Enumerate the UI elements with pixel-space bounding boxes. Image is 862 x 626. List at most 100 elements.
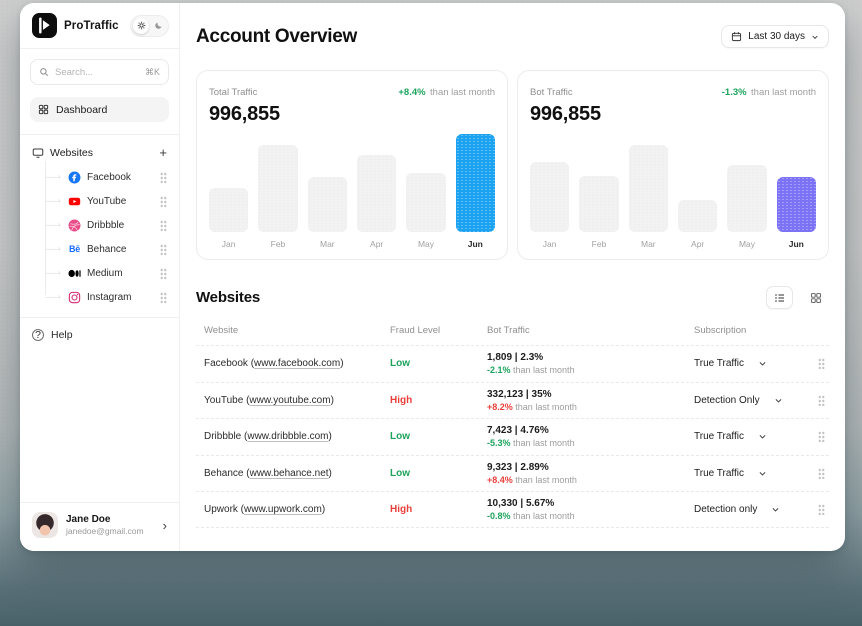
drag-handle-icon[interactable] xyxy=(818,394,825,406)
list-view-button[interactable] xyxy=(766,286,793,309)
drag-handle-icon[interactable] xyxy=(818,431,825,443)
website-link[interactable]: www.youtube.com xyxy=(249,394,331,406)
bot-traffic-card: Bot Traffic -1.3% than last month 996,85… xyxy=(517,70,829,260)
month-label-jan: Jan xyxy=(221,239,236,249)
light-mode-icon[interactable] xyxy=(133,17,149,34)
view-toggles xyxy=(766,286,829,309)
website-cell: Behance (www.behance.net) xyxy=(204,467,332,479)
behance-icon: Bē xyxy=(69,244,80,254)
grid-view-button[interactable] xyxy=(802,286,829,309)
dashboard-label: Dashboard xyxy=(56,103,108,116)
website-link[interactable]: www.dribbble.com xyxy=(247,431,329,443)
fraud-level-badge: Low xyxy=(390,358,410,370)
drag-handle-icon[interactable] xyxy=(818,358,825,370)
bot-traffic-cell: 1,809 | 2.3% -2.1% than last month xyxy=(487,352,694,375)
website-link[interactable]: www.behance.net xyxy=(249,467,329,479)
sidebar-item-youtube[interactable]: YouTube xyxy=(20,189,171,213)
column-header-subscription: Subscription xyxy=(694,325,747,336)
drag-handle-icon[interactable] xyxy=(160,267,167,279)
website-cell: YouTube (www.youtube.com) xyxy=(204,394,334,406)
total-traffic-card: Total Traffic +8.4% than last month 996,… xyxy=(196,70,508,260)
subscription-dropdown[interactable]: True Traffic xyxy=(694,468,813,479)
fraud-level-badge: Low xyxy=(390,431,410,443)
month-label-jan: Jan xyxy=(542,239,557,249)
delta-value: +8.4% xyxy=(398,87,426,98)
subscription-value: Detection only xyxy=(694,503,758,515)
chevron-down-icon xyxy=(812,35,818,39)
sidebar-item-dashboard[interactable]: Dashboard xyxy=(30,97,169,122)
bot-traffic-cell: 7,423 | 4.76% -5.3% than last month xyxy=(487,425,694,448)
youtube-icon xyxy=(68,195,81,208)
subscription-dropdown[interactable]: True Traffic xyxy=(694,358,813,369)
bar-group-jun xyxy=(455,134,495,232)
subscription-value: True Traffic xyxy=(694,358,745,370)
search-icon xyxy=(40,68,49,77)
column-header-fraud-level: Fraud Level xyxy=(390,325,441,336)
traffic-delta: -2.1% than last month xyxy=(487,365,575,376)
bar-group-apr xyxy=(677,134,718,232)
traffic-delta: +8.2% than last month xyxy=(487,401,577,412)
traffic-delta: +8.4% than last month xyxy=(487,474,577,485)
drag-handle-icon[interactable] xyxy=(160,243,167,255)
chart-bar-mar xyxy=(307,177,347,232)
facebook-icon xyxy=(68,171,81,184)
website-link[interactable]: www.upwork.com xyxy=(244,503,322,515)
profile-section[interactable]: Jane Doe janedoe@gmail.com › xyxy=(20,502,179,551)
main-content: Account Overview Last 30 days Total Traf… xyxy=(180,3,845,551)
sidebar-site-list: Facebook YouTube Dribbble Bē Behance Medium In… xyxy=(20,161,179,317)
card-value: 996,855 xyxy=(530,103,601,125)
chart-bar-jan xyxy=(530,162,570,232)
traffic-value: 10,330 | 5.67% xyxy=(487,497,555,509)
bar-group-feb xyxy=(258,134,298,232)
delta-suffix: than last month xyxy=(751,87,816,98)
sidebar-item-help[interactable]: ? Help xyxy=(20,318,179,352)
site-name: Medium xyxy=(87,267,123,279)
avatar xyxy=(32,512,58,538)
sidebar-item-dribbble[interactable]: Dribbble xyxy=(20,213,171,237)
help-icon: ? xyxy=(32,329,44,341)
fraud-level-badge: High xyxy=(390,503,413,515)
sidebar-item-facebook[interactable]: Facebook xyxy=(20,165,171,189)
chevron-down-icon xyxy=(759,471,766,476)
add-website-button[interactable]: + xyxy=(159,145,167,160)
drag-handle-icon[interactable] xyxy=(160,195,167,207)
sidebar-websites-header: Websites + xyxy=(20,135,179,163)
drag-handle-icon[interactable] xyxy=(160,219,167,231)
bar-chart-bot-traffic xyxy=(530,134,816,232)
grid-view-icon xyxy=(810,292,821,303)
website-link[interactable]: www.facebook.com xyxy=(254,358,341,370)
page-title: Account Overview xyxy=(196,25,357,47)
sidebar-item-instagram[interactable]: Instagram xyxy=(20,285,171,309)
subscription-dropdown[interactable]: Detection Only xyxy=(694,395,813,406)
chart-bar-apr xyxy=(356,155,397,232)
profile-name: Jane Doe xyxy=(66,513,111,525)
chart-bar-jan xyxy=(209,188,249,232)
websites-section-title: Websites xyxy=(196,289,260,306)
traffic-delta: -5.3% than last month xyxy=(487,438,575,449)
month-label-apr: Apr xyxy=(370,239,384,249)
subscription-dropdown[interactable]: Detection only xyxy=(694,504,813,515)
divider xyxy=(20,134,179,135)
site-name: Facebook xyxy=(87,171,131,183)
chevron-right-icon[interactable]: › xyxy=(162,517,167,533)
month-label-feb: Feb xyxy=(270,239,286,249)
subscription-value: Detection Only xyxy=(694,394,760,406)
traffic-value: 332,123 | 35% xyxy=(487,388,552,400)
sidebar-item-behance[interactable]: Bē Behance xyxy=(20,237,171,261)
drag-handle-icon[interactable] xyxy=(160,171,167,183)
drag-handle-icon[interactable] xyxy=(818,503,825,515)
table-row-upwork: Upwork (www.upwork.com) High 10,330 | 5.67… xyxy=(196,491,829,528)
bar-group-jun xyxy=(776,134,816,232)
date-range-button[interactable]: Last 30 days xyxy=(721,25,829,48)
subscription-dropdown[interactable]: True Traffic xyxy=(694,431,813,442)
drag-handle-icon[interactable] xyxy=(818,467,825,479)
drag-handle-icon[interactable] xyxy=(160,291,167,303)
stat-cards: Total Traffic +8.4% than last month 996,… xyxy=(196,70,829,260)
websites-table: Facebook (www.facebook.com) Low 1,809 | 2.… xyxy=(196,345,829,528)
sidebar-item-medium[interactable]: Medium xyxy=(20,261,171,285)
dark-mode-icon[interactable] xyxy=(150,18,166,34)
delta-value: -1.3% xyxy=(721,87,747,98)
search-input[interactable]: Search... ⌘K xyxy=(30,59,169,85)
bot-traffic-cell: 9,323 | 2.89% +8.4% than last month xyxy=(487,462,694,485)
profile-email: janedoe@gmail.com xyxy=(66,526,144,537)
